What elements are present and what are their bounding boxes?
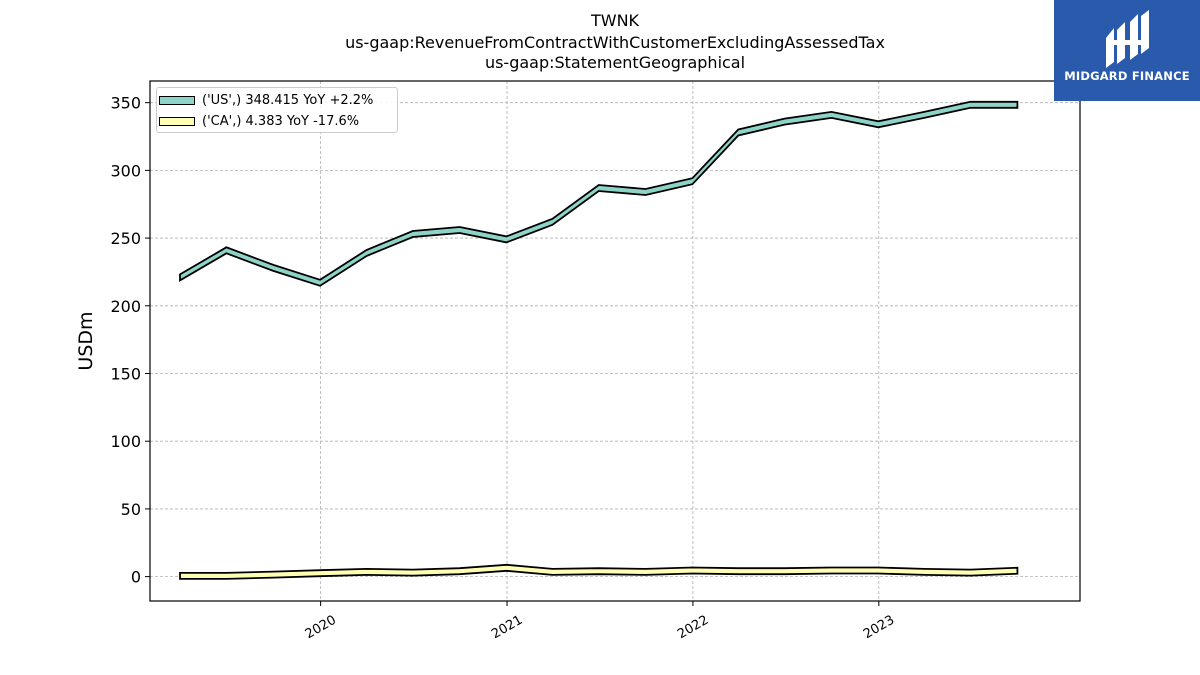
- legend-swatch-us: [159, 95, 195, 105]
- chart-subtitle-concept: us-gaap:RevenueFromContractWithCustomerE…: [345, 33, 885, 52]
- y-tick-label: 300: [110, 161, 141, 180]
- y-tick-label: 150: [110, 365, 141, 384]
- y-tick-label: 0: [131, 568, 141, 587]
- x-tick-label: 2022: [675, 613, 711, 643]
- plot-frame: [149, 80, 1081, 602]
- legend-item-us: ('US',) 348.415 YoY +2.2%: [159, 92, 373, 108]
- series-band-0: [179, 100, 1019, 287]
- chart-title: TWNK: [590, 11, 640, 30]
- series-band-1: [179, 563, 1019, 580]
- legend-label-us: ('US',) 348.415 YoY +2.2%: [202, 92, 374, 108]
- x-tick-label: 2023: [861, 613, 897, 643]
- legend-swatch-ca: [159, 116, 195, 126]
- chart-legend: ('US',) 348.415 YoY +2.2% ('CA',) 4.383 …: [156, 87, 398, 133]
- y-tick-label: 250: [110, 229, 141, 248]
- midgard-finance-logo: MIDGARD FINANCE: [1054, 0, 1200, 101]
- y-tick-label: 200: [110, 297, 141, 316]
- x-tick-label: 2020: [303, 613, 339, 643]
- plot-area: [150, 81, 1080, 601]
- y-tick-label: 50: [121, 500, 141, 519]
- chart-subtitle-axis: us-gaap:StatementGeographical: [484, 53, 746, 72]
- logo-text: MIDGARD FINANCE: [1064, 69, 1190, 83]
- y-axis-label: USDm: [75, 311, 97, 370]
- midgard-logo-icon: [1106, 10, 1149, 68]
- legend-item-ca: ('CA',) 4.383 YoY -17.6%: [159, 113, 359, 129]
- y-tick-label: 100: [110, 432, 141, 451]
- legend-label-ca: ('CA',) 4.383 YoY -17.6%: [202, 113, 360, 129]
- y-tick-label: 350: [110, 94, 141, 113]
- x-tick-label: 2021: [489, 613, 525, 643]
